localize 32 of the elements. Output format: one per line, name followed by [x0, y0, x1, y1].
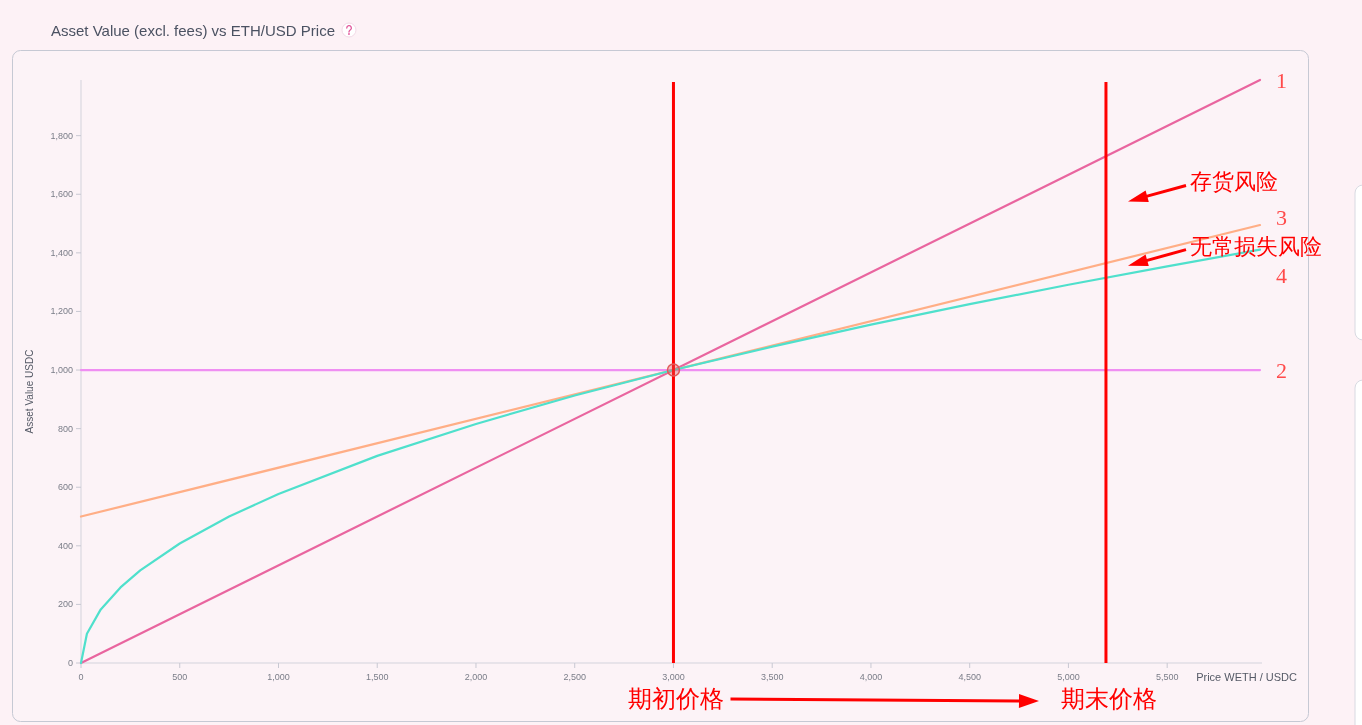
- ref-line-label: 期初价格: [628, 686, 725, 712]
- y-tick-label: 1,000: [50, 365, 73, 376]
- y-tick-label: 200: [57, 599, 73, 610]
- ref-line-label: 期末价格: [1060, 686, 1157, 712]
- x-tick-label: 3,000: [662, 672, 685, 682]
- chart-title: Asset Value (excl. fees) vs ETH/USD Price: [51, 22, 335, 39]
- y-tick-label: 800: [57, 423, 73, 434]
- annotation: 存货风险: [1189, 169, 1278, 195]
- y-axis-title: Asset Value USDC: [24, 349, 35, 434]
- x-tick-label: 1,500: [365, 672, 389, 682]
- x-tick-label: 4,000: [859, 672, 883, 682]
- x-tick-label: 0: [78, 672, 84, 682]
- y-tick-label: 1,400: [50, 247, 73, 258]
- x-tick-label: 500: [172, 672, 188, 682]
- x-tick-label: 2,500: [563, 672, 586, 682]
- x-tick-label: 4,500: [958, 672, 981, 682]
- series-label: 3: [1276, 204, 1287, 230]
- x-tick-label: 5,500: [1155, 672, 1179, 682]
- x-tick-label: 1,000: [267, 672, 290, 682]
- y-tick-label: 1,600: [50, 189, 73, 200]
- series-label: 1: [1276, 67, 1287, 93]
- series-label: 4: [1276, 262, 1287, 288]
- y-tick-label: 1,200: [50, 306, 73, 317]
- x-axis-title: Price WETH / USDC: [1196, 671, 1298, 683]
- series-label: 2: [1276, 357, 1287, 383]
- x-tick-label: 5,000: [1057, 672, 1080, 682]
- y-tick-label: 1,800: [50, 130, 73, 141]
- y-tick-label: 600: [57, 482, 73, 493]
- y-tick-label: 0: [67, 658, 73, 668]
- y-tick-label: 400: [57, 540, 73, 551]
- x-tick-label: 3,500: [760, 672, 784, 682]
- x-tick-label: 2,000: [464, 672, 488, 682]
